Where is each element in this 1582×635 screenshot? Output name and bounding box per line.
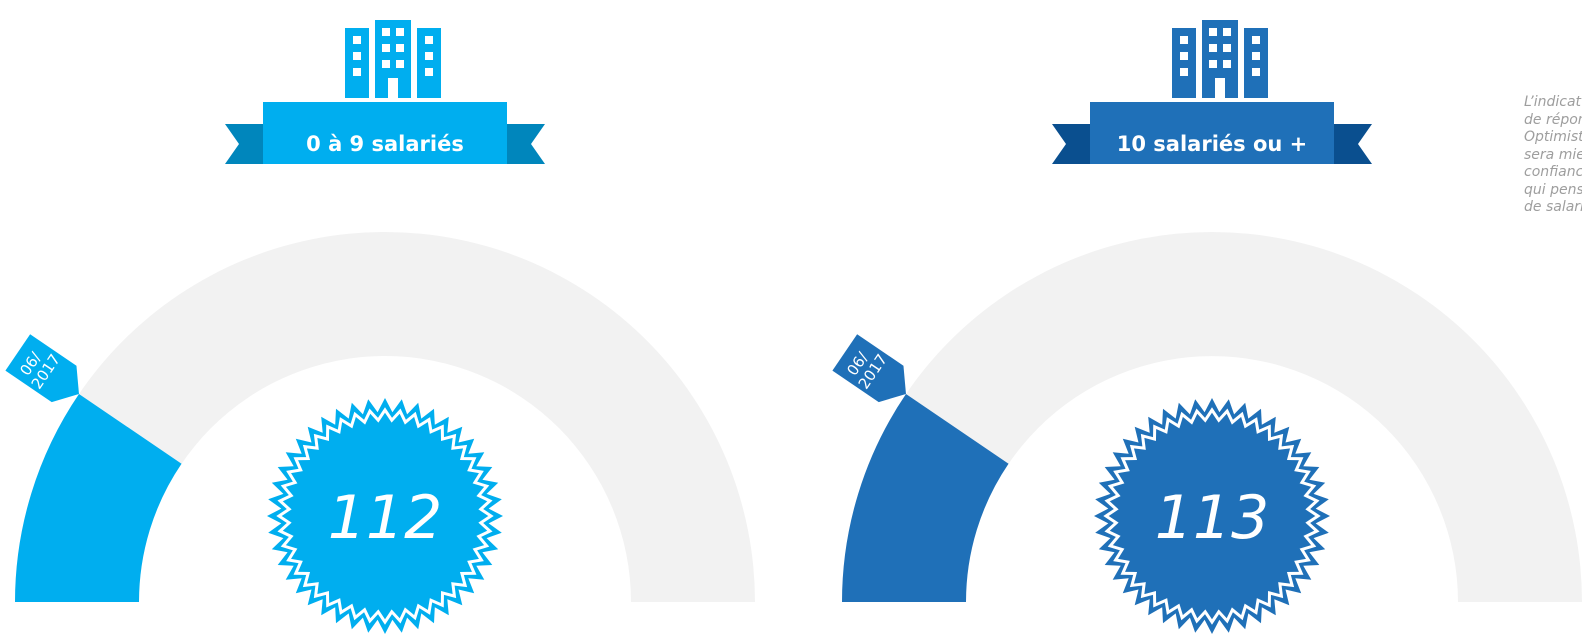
starburst-badge [1094, 398, 1330, 634]
ribbon-left-tail [1052, 124, 1094, 164]
building-icon-part [382, 44, 390, 52]
category-ribbon: 10 salariés ou + [1052, 102, 1372, 164]
category-label: 10 salariés ou + [1117, 132, 1307, 156]
note-line: sera mie [1524, 146, 1582, 163]
gauge-fill [15, 394, 182, 602]
building-icon-part [1209, 44, 1217, 52]
building-icon-part [1252, 68, 1260, 76]
building-icon-part [1223, 60, 1231, 68]
gauge-value: 113 [1155, 483, 1270, 553]
building-icon-part [396, 28, 404, 36]
building-icon-part [396, 44, 404, 52]
note-line: confianc [1524, 164, 1582, 180]
building-icon-part [1209, 28, 1217, 36]
building-icon-part [425, 52, 433, 60]
building-icon-part [353, 68, 361, 76]
date-pointer-tag: 06/ 2017 [5, 334, 79, 403]
gauge-track [842, 232, 1582, 602]
ribbon-left-tail [225, 124, 267, 164]
gauge-large-companies: 06/ 2017 10 salariés ou + 113 [832, 20, 1582, 634]
starburst-badge [267, 398, 503, 634]
starburst-badge-inner [276, 407, 494, 625]
note-line: qui pens [1524, 181, 1582, 198]
category-ribbon: 0 à 9 salariés [225, 102, 545, 164]
building-icon-part [1223, 44, 1231, 52]
building-icon-part [1215, 78, 1225, 98]
gauge-small-companies: 06/ 2017 0 à 9 salariés 112 [5, 20, 755, 634]
building-icon-part [1180, 52, 1188, 60]
note-line: L’indicat [1524, 94, 1582, 110]
starburst-badge-inner [1103, 407, 1321, 625]
gauge-value: 112 [328, 483, 443, 553]
gauge-fill [842, 394, 1009, 602]
category-label: 0 à 9 salariés [306, 132, 464, 156]
building-icon-part [1252, 52, 1260, 60]
building-icon-part [1223, 28, 1231, 36]
date-pointer-tag: 06/ 2017 [832, 334, 906, 403]
building-icon-part [353, 52, 361, 60]
building-icon-part [353, 36, 361, 44]
value-badge: 113 [1094, 398, 1330, 634]
gauge-track [15, 232, 755, 602]
building-icon-part [1209, 60, 1217, 68]
explanatory-note: L’indicat de répon Optimist sera mie con… [1524, 94, 1582, 217]
note-line: Optimist [1524, 129, 1582, 145]
building-icon-part [425, 68, 433, 76]
building-icon-part [396, 60, 404, 68]
building-icon [1172, 20, 1268, 98]
pointer-tag-shape [5, 334, 79, 403]
building-icon-part [425, 36, 433, 44]
building-icon-part [382, 60, 390, 68]
building-icon-part [1252, 36, 1260, 44]
pointer-tag-shape [832, 334, 906, 403]
ribbon-right-tail [503, 124, 545, 164]
building-icon [345, 20, 441, 98]
note-line: de salari [1524, 199, 1582, 215]
value-badge: 112 [267, 398, 503, 634]
ribbon-banner [1090, 102, 1334, 164]
building-icon-part [382, 28, 390, 36]
building-icon-part [1180, 36, 1188, 44]
note-line: de répon [1524, 111, 1582, 128]
ribbon-banner [263, 102, 507, 164]
ribbon-right-tail [1330, 124, 1372, 164]
building-icon-part [388, 78, 398, 98]
building-icon-part [1180, 68, 1188, 76]
